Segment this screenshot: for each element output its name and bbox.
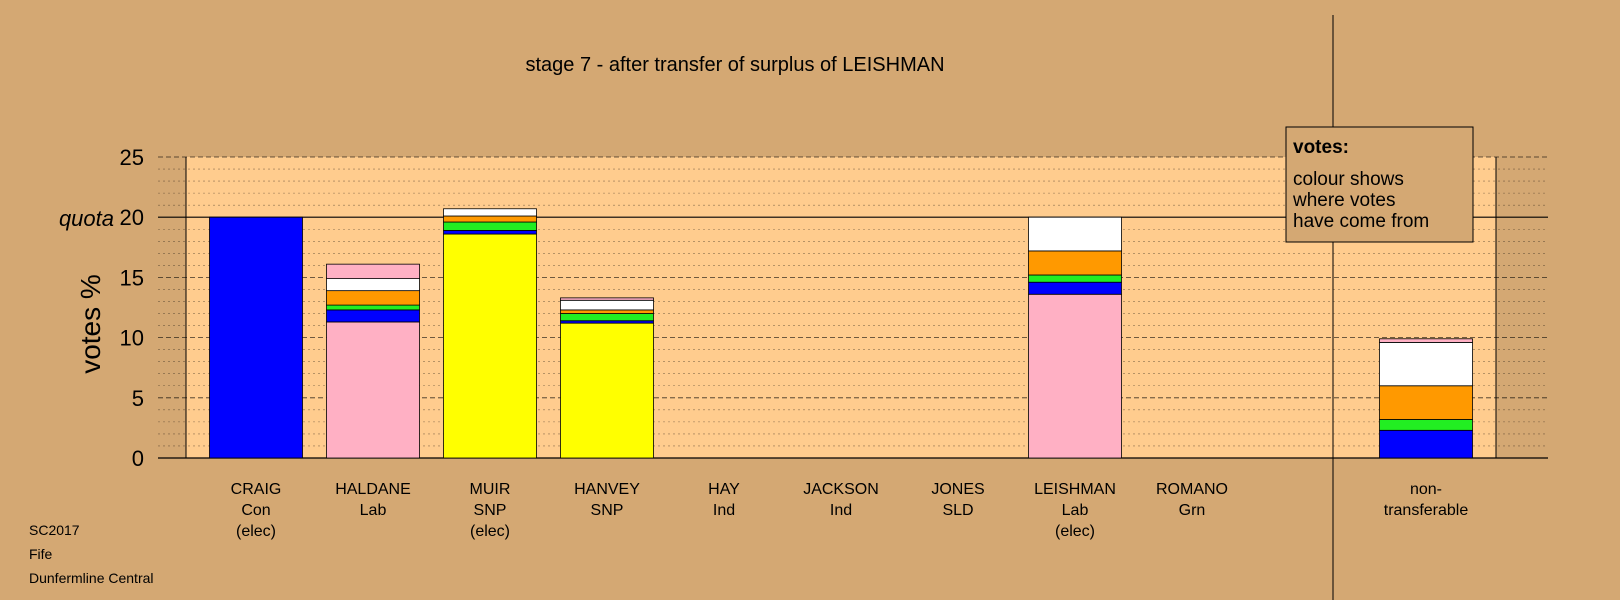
y-tick-label: 10 — [120, 326, 144, 351]
bar-segment — [560, 299, 654, 311]
legend-line-1: colour shows — [1293, 169, 1404, 190]
bar-segment — [443, 230, 537, 235]
bar-segment — [560, 322, 654, 459]
bar-segment — [560, 309, 654, 314]
bar-segment — [1028, 250, 1122, 276]
candidate-label: SNP — [591, 502, 624, 519]
bar-segment — [1028, 216, 1122, 252]
bar-segment — [326, 263, 420, 280]
candidate-label: HAY — [708, 481, 740, 498]
candidate-label: Con — [241, 502, 270, 519]
bar-segment — [1028, 281, 1122, 295]
bar-segment — [443, 208, 537, 217]
candidate-label: LEISHMAN — [1034, 481, 1116, 498]
candidate-label: SNP — [474, 502, 507, 519]
nontransferable-segment — [1379, 338, 1473, 343]
bar-segment — [443, 215, 537, 223]
bar-segment — [443, 221, 537, 231]
bars — [209, 208, 1473, 459]
legend-title: votes: — [1293, 137, 1349, 158]
ward-name: Dunfermline Central — [29, 570, 154, 586]
bar-segment — [209, 216, 303, 459]
x-axis-labels: CRAIG Con (elec) HALDANE Lab MUIR SNP (elec) HAN… — [231, 481, 1469, 540]
candidate-label: JACKSON — [803, 481, 879, 498]
y-axis-label: votes % — [75, 274, 106, 374]
bar-segment — [1028, 293, 1122, 459]
legend-line-3: have come from — [1293, 211, 1429, 232]
nontransferable-segment — [1379, 342, 1473, 387]
candidate-label: (elec) — [236, 523, 276, 540]
candidate-label: Ind — [713, 502, 735, 519]
candidate-label: (elec) — [1055, 523, 1095, 540]
legend-line-2: where votes — [1292, 190, 1395, 211]
nontransferable-segment — [1379, 429, 1473, 459]
candidate-label: Ind — [830, 502, 852, 519]
candidate-label: Grn — [1179, 502, 1206, 519]
bar-segment — [443, 233, 537, 459]
candidate-label: Lab — [360, 502, 387, 519]
y-tick-label: 5 — [132, 386, 144, 411]
candidate-label: Lab — [1062, 502, 1089, 519]
legend: votes: colour shows where votes have com… — [1285, 126, 1474, 243]
bar-segment — [560, 297, 654, 301]
bar-segment — [326, 321, 420, 459]
legend-box — [1285, 126, 1474, 243]
bar-segment — [326, 304, 420, 311]
nontransferable-label: transferable — [1384, 502, 1469, 519]
bar-segment — [326, 278, 420, 292]
candidate-label: JONES — [931, 481, 984, 498]
quota-label: quota — [59, 206, 114, 231]
bar-segment — [326, 309, 420, 323]
bar-segment — [560, 313, 654, 322]
candidate-label: CRAIG — [231, 481, 282, 498]
candidate-label: HALDANE — [335, 481, 411, 498]
chart-title: stage 7 - after transfer of surplus of L… — [525, 54, 944, 76]
candidate-label: MUIR — [470, 481, 511, 498]
y-tick-labels: 0 5 10 15 20 25 — [120, 145, 144, 471]
bar-segment — [326, 290, 420, 306]
nontransferable-segment — [1379, 385, 1473, 420]
election-id: SC2017 — [29, 522, 80, 538]
bar-segment — [1028, 274, 1122, 283]
y-tick-label: 25 — [120, 145, 144, 170]
y-tick-label: 15 — [120, 265, 144, 290]
candidate-label: SLD — [942, 502, 973, 519]
y-tick-label: 0 — [132, 446, 144, 471]
candidate-label: (elec) — [470, 523, 510, 540]
candidate-label: HANVEY — [574, 481, 640, 498]
nontransferable-label: non- — [1410, 481, 1442, 498]
nontransferable-segment — [1379, 419, 1473, 431]
y-tick-label: 20 — [120, 205, 144, 230]
candidate-label: ROMANO — [1156, 481, 1228, 498]
council-name: Fife — [29, 546, 53, 562]
